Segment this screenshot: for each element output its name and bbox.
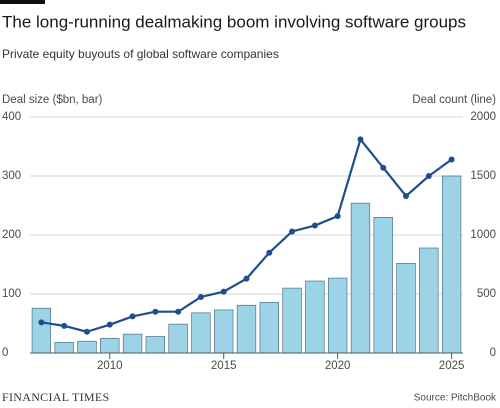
line-point xyxy=(311,222,318,229)
x-tick-label: 2025 xyxy=(439,360,465,372)
y2-tick-label: 2000 xyxy=(470,111,496,123)
x-tick-label: 2010 xyxy=(97,360,123,372)
y-tick-label: 0 xyxy=(2,347,8,359)
bar xyxy=(441,175,462,354)
y2-tick-label: 0 xyxy=(490,347,496,359)
bar xyxy=(100,337,120,354)
bar xyxy=(31,307,52,354)
bar xyxy=(236,304,257,354)
y2-axis-title: Deal count (line) xyxy=(412,94,496,106)
source: Source: PitchBook xyxy=(414,393,497,404)
x-tick-label: 2015 xyxy=(211,360,237,372)
y-tick-label: 100 xyxy=(2,288,21,300)
line-point xyxy=(38,319,45,326)
line-point xyxy=(357,136,364,143)
y-axis-title: Deal size ($bn, bar) xyxy=(2,94,103,106)
y-tick-label: 300 xyxy=(2,170,21,182)
bar xyxy=(214,309,234,354)
bar xyxy=(282,287,302,354)
line-point xyxy=(289,228,296,235)
bar xyxy=(168,323,188,354)
line-point xyxy=(220,288,227,295)
line-point xyxy=(334,213,341,220)
chart-subtitle: Private equity buyouts of global softwar… xyxy=(2,47,279,61)
bar xyxy=(373,217,393,354)
line-point xyxy=(266,249,273,256)
line-point xyxy=(448,156,455,163)
bar xyxy=(77,340,97,354)
line-point xyxy=(61,322,68,329)
brand-bar xyxy=(0,0,45,4)
bar xyxy=(328,277,348,354)
y2-tick-label: 1000 xyxy=(470,229,496,241)
chart-title: The long-running dealmaking boom involvi… xyxy=(2,12,466,31)
line-point xyxy=(83,328,90,335)
bar xyxy=(419,247,439,354)
line-point xyxy=(380,164,387,171)
line-point xyxy=(129,313,136,320)
bar xyxy=(145,336,165,354)
y2-tick-label: 500 xyxy=(477,288,496,300)
bar xyxy=(54,342,74,354)
x-tick-label: 2020 xyxy=(325,360,351,372)
bar xyxy=(191,312,211,354)
line-point xyxy=(243,275,250,282)
bar xyxy=(305,280,325,354)
bar xyxy=(396,263,416,354)
y-tick-label: 200 xyxy=(2,229,21,241)
line-point xyxy=(175,308,182,315)
line-point xyxy=(197,293,204,300)
y2-tick-label: 1500 xyxy=(470,170,496,182)
bar xyxy=(122,333,143,354)
line-point xyxy=(106,321,113,328)
y-tick-label: 400 xyxy=(2,111,21,123)
brand: FINANCIAL TIMES xyxy=(2,390,110,404)
line-point xyxy=(152,308,159,315)
line-point xyxy=(403,193,410,200)
bar xyxy=(259,301,279,354)
line-point xyxy=(425,173,432,179)
bar xyxy=(350,202,371,354)
